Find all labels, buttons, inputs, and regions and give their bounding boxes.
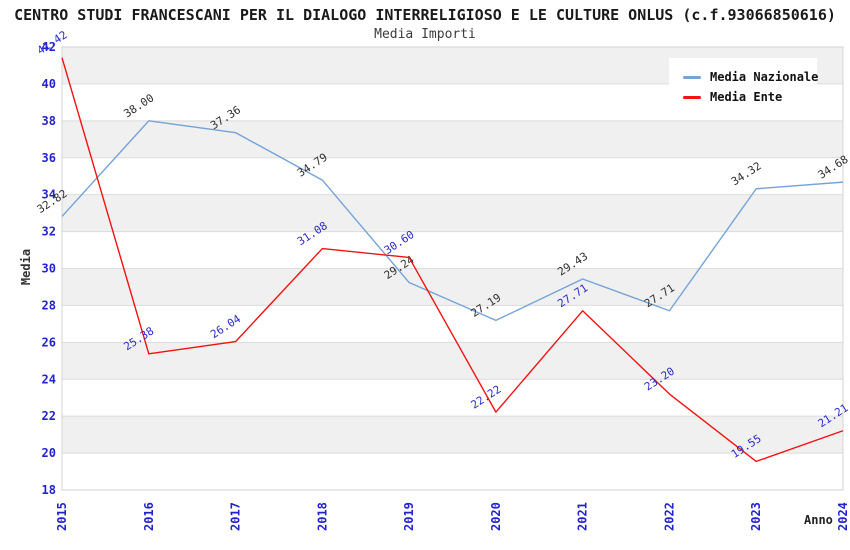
y-tick-label: 40 xyxy=(42,77,56,91)
page-title: CENTRO STUDI FRANCESCANI PER IL DIALOGO … xyxy=(14,6,836,24)
x-tick-label: 2016 xyxy=(142,502,156,531)
plot-border xyxy=(61,46,844,491)
data-label: 38.00 xyxy=(121,91,156,120)
x-axis-title: Anno xyxy=(804,513,833,527)
grid-band xyxy=(62,268,843,306)
x-tick-label: 2021 xyxy=(576,502,590,531)
x-tick-label: 2023 xyxy=(749,502,763,531)
y-tick-label: 30 xyxy=(42,262,56,276)
media-nazionale-line-swatch xyxy=(683,75,701,79)
x-tick-label: 2017 xyxy=(229,502,243,531)
x-tick-label: 2018 xyxy=(315,502,329,531)
data-label: 26.04 xyxy=(208,312,243,341)
series-line-media-nazionale xyxy=(61,120,844,322)
x-tick-label: 2019 xyxy=(402,502,416,531)
y-tick-label: 38 xyxy=(42,114,56,128)
data-label: 30.60 xyxy=(382,228,417,257)
legend-item-media-ente: Media Ente xyxy=(683,87,817,107)
y-tick-label: 24 xyxy=(42,372,56,386)
y-axis-title: Media xyxy=(19,248,33,286)
y-tick-label: 34 xyxy=(42,188,56,202)
legend-label-media-ente: Media Ente xyxy=(710,90,783,104)
y-tick-label: 28 xyxy=(42,298,56,312)
legend: Media Nazionale Media Ente xyxy=(669,58,819,116)
media-ente-line-swatch xyxy=(683,95,701,99)
data-label: 34.32 xyxy=(729,159,764,188)
grid-band xyxy=(62,194,843,232)
y-tick-label: 32 xyxy=(42,225,56,239)
legend-label-media-nazionale: Media Nazionale xyxy=(710,70,819,84)
grid-band xyxy=(62,120,843,158)
data-label: 22.22 xyxy=(469,383,504,412)
y-tick-label: 26 xyxy=(42,335,56,349)
legend-item-media-nazionale: Media Nazionale xyxy=(683,67,819,87)
y-tick-label: 36 xyxy=(42,151,56,165)
x-tick-label: 2022 xyxy=(662,502,676,531)
x-tick-label: 2020 xyxy=(489,502,503,531)
x-tick-label: 2024 xyxy=(836,502,850,531)
series-line-media-ente xyxy=(61,57,844,463)
x-tick-label: 2015 xyxy=(55,502,69,531)
grid-band xyxy=(62,416,843,454)
y-tick-label: 42 xyxy=(42,40,56,54)
chart-subtitle: Media Importi xyxy=(374,27,476,42)
grid-band xyxy=(62,342,843,380)
y-tick-label: 20 xyxy=(42,446,56,460)
y-tick-label: 22 xyxy=(42,409,56,423)
y-tick-label: 18 xyxy=(42,483,56,497)
